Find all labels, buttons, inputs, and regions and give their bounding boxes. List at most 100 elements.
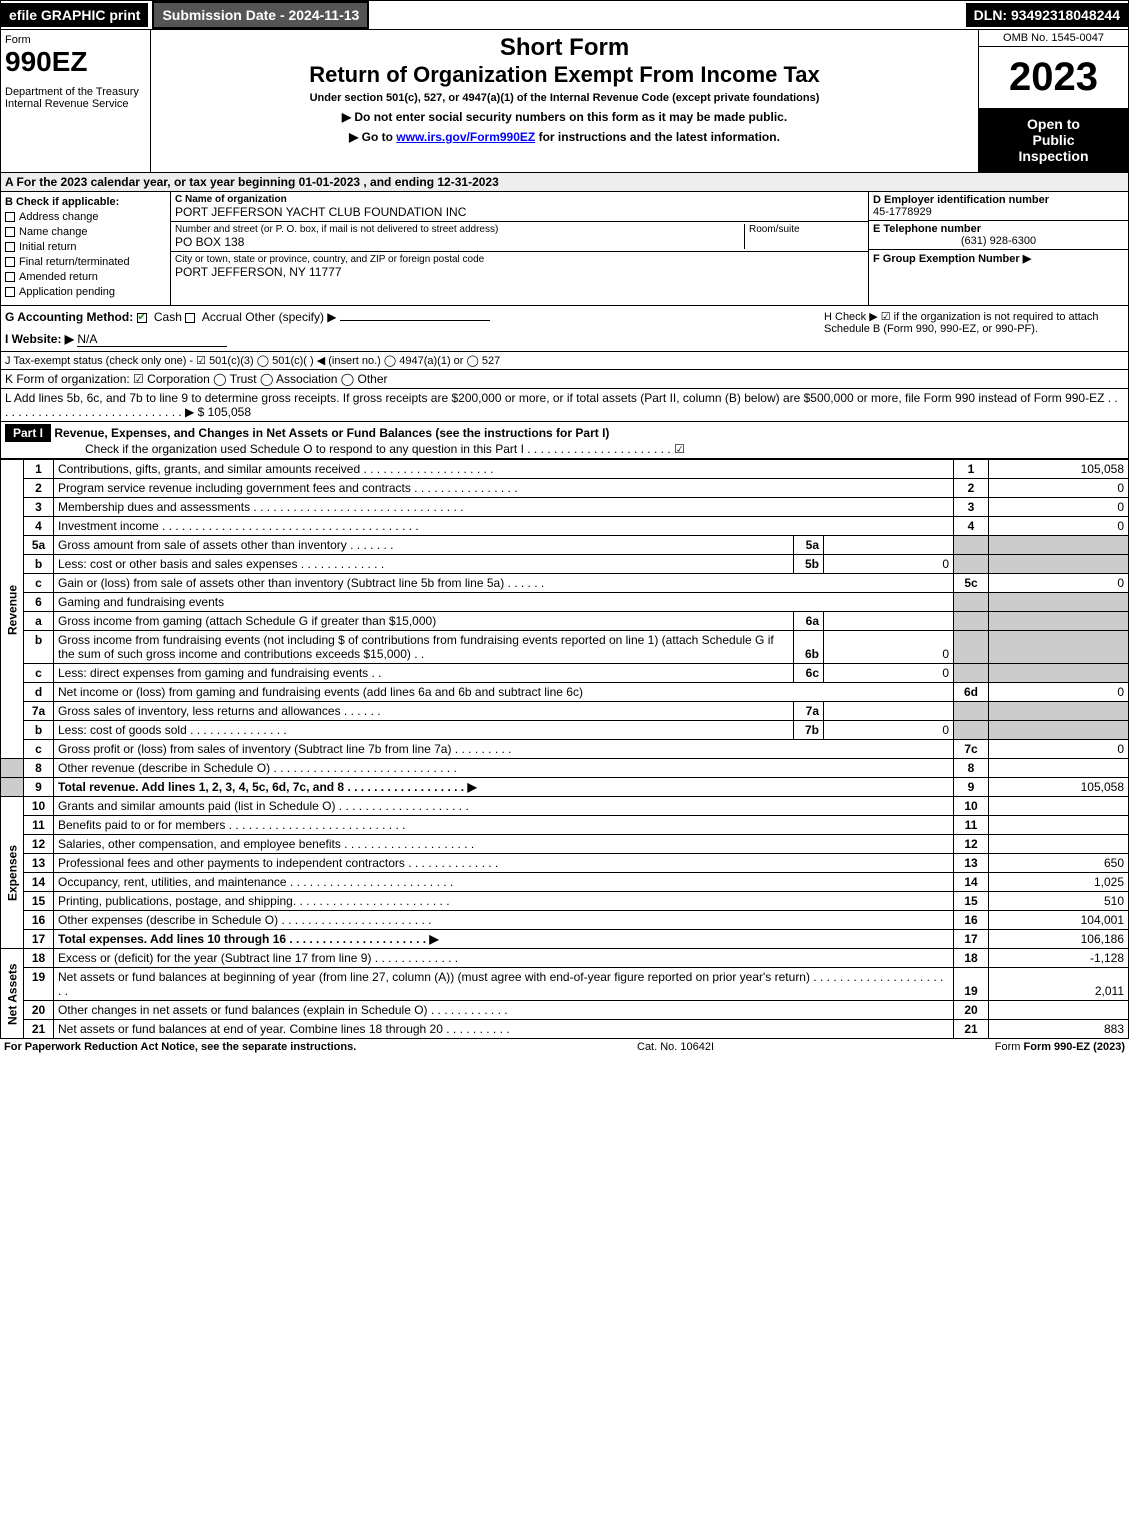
- l-amount: 105,058: [208, 405, 251, 419]
- row-a-tax-year: A For the 2023 calendar year, or tax yea…: [0, 173, 1129, 192]
- goto-pre: ▶ Go to: [349, 130, 396, 144]
- org-name: PORT JEFFERSON YACHT CLUB FOUNDATION INC: [175, 205, 466, 219]
- open-line3: Inspection: [987, 148, 1120, 164]
- form-word: Form: [5, 34, 146, 46]
- line-21: 21Net assets or fund balances at end of …: [1, 1020, 1129, 1039]
- tax-year: 2023: [979, 47, 1128, 108]
- line-6c: cLess: direct expenses from gaming and f…: [1, 664, 1129, 683]
- chk-amended-return[interactable]: Amended return: [5, 271, 166, 283]
- row-g-h: G Accounting Method: Cash Accrual Other …: [0, 306, 1129, 352]
- org-name-row: C Name of organization PORT JEFFERSON YA…: [171, 192, 868, 222]
- line-3: 3Membership dues and assessments . . . .…: [1, 498, 1129, 517]
- chk-accrual[interactable]: [185, 313, 195, 323]
- irs-link[interactable]: www.irs.gov/Form990EZ: [396, 130, 535, 144]
- department-label: Department of the Treasury Internal Reve…: [5, 86, 146, 110]
- e-phone-row: E Telephone number (631) 928-6300: [869, 221, 1128, 250]
- line-6: 6Gaming and fundraising events: [1, 593, 1129, 612]
- open-line2: Public: [987, 132, 1120, 148]
- street-row: Number and street (or P. O. box, if mail…: [171, 222, 868, 252]
- part1-title: Revenue, Expenses, and Changes in Net As…: [54, 426, 609, 440]
- line-12: 12Salaries, other compensation, and empl…: [1, 835, 1129, 854]
- accrual-label: Accrual: [202, 310, 242, 324]
- line-11: 11Benefits paid to or for members . . . …: [1, 816, 1129, 835]
- row-j-tax-exempt: J Tax-exempt status (check only one) - ☑…: [0, 352, 1129, 370]
- goto-post: for instructions and the latest informat…: [535, 130, 780, 144]
- line-15: 15Printing, publications, postage, and s…: [1, 892, 1129, 911]
- line-8: 8Other revenue (describe in Schedule O) …: [1, 759, 1129, 778]
- line-5c: cGain or (loss) from sale of assets othe…: [1, 574, 1129, 593]
- d-ein-value: 45-1778929: [873, 206, 1124, 218]
- subtitle-ssn: ▶ Do not enter social security numbers o…: [155, 110, 974, 124]
- line-6d: dNet income or (loss) from gaming and fu…: [1, 683, 1129, 702]
- section-c-org-info: C Name of organization PORT JEFFERSON YA…: [171, 192, 868, 305]
- d-ein-row: D Employer identification number 45-1778…: [869, 192, 1128, 221]
- street-value: PO BOX 138: [175, 235, 244, 249]
- city-row: City or town, state or province, country…: [171, 252, 868, 281]
- line-6b: bGross income from fundraising events (n…: [1, 631, 1129, 664]
- f-group-row: F Group Exemption Number ▶: [869, 250, 1128, 267]
- row-h: H Check ▶ ☑ if the organization is not r…: [824, 310, 1124, 347]
- d-label: D Employer identification number: [873, 194, 1124, 206]
- line-18: Net Assets 18Excess or (deficit) for the…: [1, 949, 1129, 968]
- f-label: F Group Exemption Number ▶: [873, 253, 1031, 265]
- footer-left: For Paperwork Reduction Act Notice, see …: [4, 1041, 356, 1053]
- line-5a: 5aGross amount from sale of assets other…: [1, 536, 1129, 555]
- expenses-section-label: Expenses: [1, 797, 24, 949]
- top-bar: efile GRAPHIC print Submission Date - 20…: [0, 0, 1129, 30]
- line-2: 2Program service revenue including gover…: [1, 479, 1129, 498]
- efile-label[interactable]: efile GRAPHIC print: [1, 3, 148, 27]
- chk-name-change[interactable]: Name change: [5, 226, 166, 238]
- open-inspection-box: Open to Public Inspection: [979, 108, 1128, 172]
- line-6a: aGross income from gaming (attach Schedu…: [1, 612, 1129, 631]
- chk-initial-return[interactable]: Initial return: [5, 241, 166, 253]
- chk-cash[interactable]: [137, 313, 147, 323]
- room-label: Room/suite: [749, 224, 864, 235]
- revenue-expenses-table: Revenue 1 Contributions, gifts, grants, …: [0, 459, 1129, 1039]
- header-left: Form 990EZ Department of the Treasury In…: [1, 30, 151, 172]
- dln-label: DLN: 93492318048244: [966, 3, 1128, 27]
- line-1: Revenue 1 Contributions, gifts, grants, …: [1, 460, 1129, 479]
- g-label: G Accounting Method:: [5, 310, 133, 324]
- line-7b: bLess: cost of goods sold . . . . . . . …: [1, 721, 1129, 740]
- other-specify-input[interactable]: [340, 320, 490, 321]
- row-g: G Accounting Method: Cash Accrual Other …: [5, 310, 824, 347]
- section-def: D Employer identification number 45-1778…: [868, 192, 1128, 305]
- return-title: Return of Organization Exempt From Incom…: [155, 62, 974, 88]
- chk-application-pending[interactable]: Application pending: [5, 286, 166, 298]
- row-l-gross-receipts: L Add lines 5b, 6c, and 7b to line 9 to …: [0, 389, 1129, 422]
- cash-label: Cash: [154, 310, 182, 324]
- section-b-checkboxes: B Check if applicable: Address change Na…: [1, 192, 171, 305]
- line-19: 19Net assets or fund balances at beginni…: [1, 968, 1129, 1001]
- line-4: 4Investment income . . . . . . . . . . .…: [1, 517, 1129, 536]
- part1-header-row: Part I Revenue, Expenses, and Changes in…: [0, 422, 1129, 459]
- chk-address-change[interactable]: Address change: [5, 211, 166, 223]
- subtitle-section: Under section 501(c), 527, or 4947(a)(1)…: [155, 92, 974, 104]
- city-label: City or town, state or province, country…: [175, 254, 864, 265]
- line-7c: cGross profit or (loss) from sales of in…: [1, 740, 1129, 759]
- row-k-form-org: K Form of organization: ☑ Corporation ◯ …: [0, 370, 1129, 389]
- city-value: PORT JEFFERSON, NY 11777: [175, 265, 864, 279]
- website-value: N/A: [77, 332, 227, 347]
- header-right: OMB No. 1545-0047 2023 Open to Public In…: [978, 30, 1128, 172]
- short-form-title: Short Form: [155, 34, 974, 62]
- part1-label: Part I: [5, 424, 51, 442]
- page-footer: For Paperwork Reduction Act Notice, see …: [0, 1039, 1129, 1055]
- submission-date: Submission Date - 2024-11-13: [152, 1, 369, 29]
- form-header: Form 990EZ Department of the Treasury In…: [0, 30, 1129, 173]
- e-phone-value: (631) 928-6300: [873, 235, 1124, 247]
- form-number: 990EZ: [5, 46, 146, 78]
- i-label: I Website: ▶: [5, 332, 74, 346]
- footer-center: Cat. No. 10642I: [637, 1041, 714, 1053]
- e-label: E Telephone number: [873, 223, 1124, 235]
- line-20: 20Other changes in net assets or fund ba…: [1, 1001, 1129, 1020]
- omb-number: OMB No. 1545-0047: [979, 30, 1128, 47]
- line-17: 17Total expenses. Add lines 10 through 1…: [1, 930, 1129, 949]
- line-9: 9Total revenue. Add lines 1, 2, 3, 4, 5c…: [1, 778, 1129, 797]
- revenue-section-label: Revenue: [1, 460, 24, 759]
- line-14: 14Occupancy, rent, utilities, and mainte…: [1, 873, 1129, 892]
- line-7a: 7aGross sales of inventory, less returns…: [1, 702, 1129, 721]
- netassets-section-label: Net Assets: [1, 949, 24, 1039]
- line-16: 16Other expenses (describe in Schedule O…: [1, 911, 1129, 930]
- chk-final-return[interactable]: Final return/terminated: [5, 256, 166, 268]
- other-label: Other (specify) ▶: [245, 310, 336, 324]
